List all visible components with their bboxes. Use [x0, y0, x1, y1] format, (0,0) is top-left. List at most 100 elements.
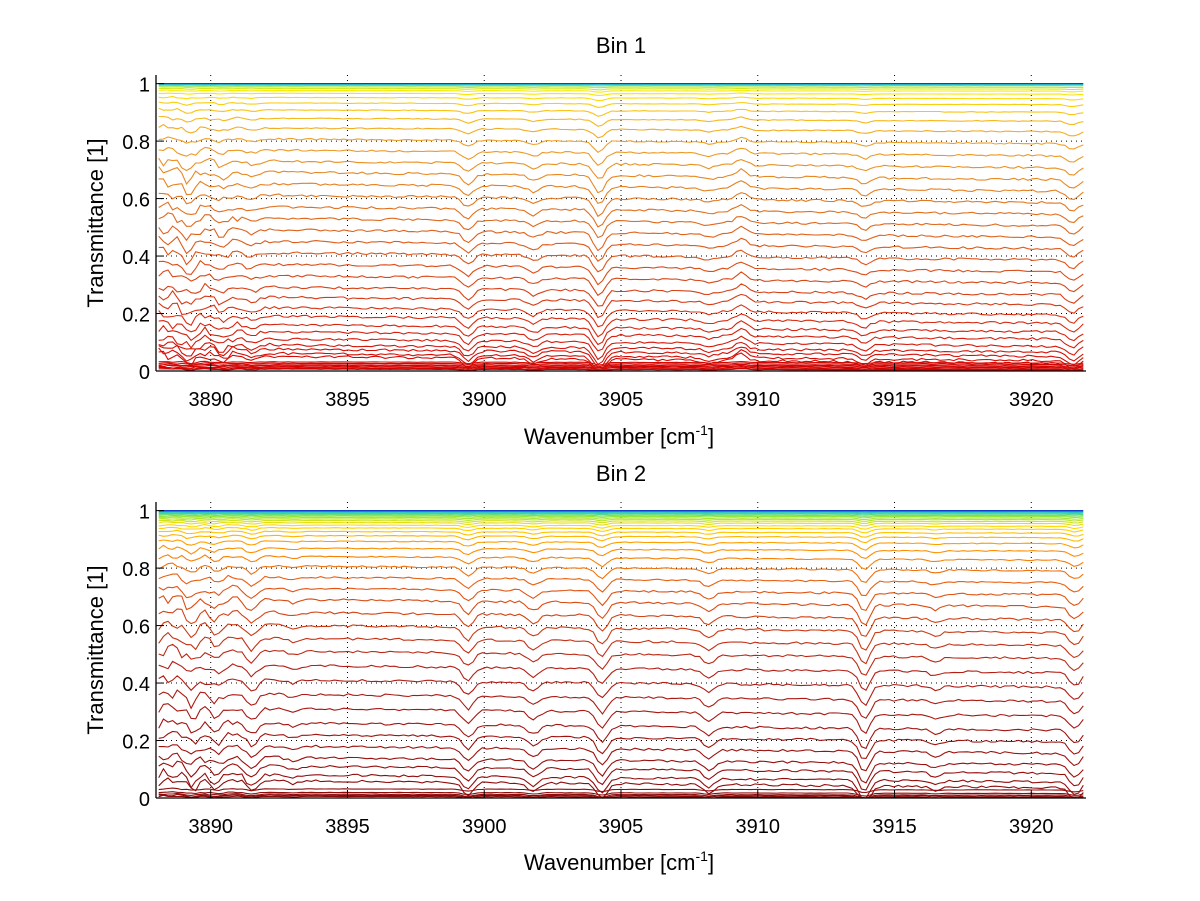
series-line	[158, 515, 1084, 519]
y-tick-label: 0	[139, 362, 150, 384]
y-axis-label: Transmittance [1]	[83, 138, 108, 307]
series-line	[158, 86, 1084, 89]
y-tick-labels: 0 0.2 0.4 0.6 0.8 1	[122, 502, 150, 811]
y-tick-label: 0.2	[122, 732, 150, 754]
x-axis-label: Wavenumber [cm-1]	[524, 848, 714, 875]
series-line	[158, 631, 1084, 665]
series-line	[158, 89, 1084, 93]
x-tick-label: 3900	[462, 389, 507, 411]
x-axis-label-text: Wavenumber [cm	[524, 850, 696, 875]
series-line	[158, 760, 1084, 791]
grid	[156, 502, 1086, 799]
series-line	[158, 87, 1084, 91]
series-line	[158, 523, 1084, 530]
series-line	[158, 519, 1084, 525]
x-tick-label: 3895	[325, 816, 370, 838]
series-line	[158, 107, 1084, 117]
plot-title: Bin 2	[596, 461, 646, 486]
series-line	[158, 516, 1084, 521]
x-tick-label: 3915	[872, 389, 917, 411]
x-tick-label: 3905	[599, 816, 644, 838]
series-line	[158, 115, 1084, 127]
series-line	[158, 360, 1084, 366]
series-line	[158, 554, 1084, 571]
series-line	[158, 562, 1084, 584]
series-lines	[158, 83, 1084, 372]
axes	[155, 75, 1086, 372]
x-tick-label: 3890	[188, 389, 233, 411]
series-line	[158, 675, 1084, 707]
x-axis-label-superscript: -1	[696, 422, 709, 438]
series-line	[158, 282, 1084, 307]
series-line	[158, 703, 1084, 735]
x-tick-label: 3895	[325, 389, 370, 411]
series-line	[158, 584, 1084, 612]
y-tick-labels: 0 0.2 0.4 0.6 0.8 1	[122, 75, 150, 384]
x-tick-label: 3905	[599, 389, 644, 411]
series-line	[158, 166, 1084, 194]
series-line	[158, 334, 1084, 361]
series-line	[158, 246, 1084, 273]
series-line	[158, 347, 1084, 372]
y-tick-label: 0	[139, 789, 150, 811]
x-tick-label: 3900	[462, 816, 507, 838]
series-line	[158, 123, 1084, 139]
x-tick-labels: 3890 3895 3900 3905 3910 3915 3920	[188, 816, 1053, 838]
series-line	[158, 320, 1084, 346]
series-line	[158, 660, 1084, 691]
series-line	[158, 777, 1084, 799]
y-tick-label: 1	[139, 75, 150, 97]
series-line	[158, 235, 1084, 262]
y-tick-label: 0.8	[122, 559, 150, 581]
series-line	[158, 744, 1084, 772]
series-line	[158, 212, 1084, 239]
series-line	[158, 192, 1084, 218]
series-line	[158, 608, 1084, 637]
x-tick-label: 3910	[736, 816, 781, 838]
series-line	[158, 787, 1084, 794]
y-tick-label: 0.4	[122, 674, 150, 696]
y-tick-label: 0.6	[122, 617, 150, 639]
series-line	[158, 595, 1084, 626]
series-line	[158, 324, 1084, 352]
series-line	[158, 689, 1084, 719]
series-line	[158, 539, 1084, 551]
series-lines	[158, 510, 1084, 799]
series-line	[158, 101, 1084, 108]
series-line	[158, 269, 1084, 297]
series-line	[158, 350, 1084, 372]
series-line	[158, 526, 1084, 534]
y-tick-label: 0.2	[122, 305, 150, 327]
series-line	[158, 157, 1084, 179]
series-line	[158, 84, 1084, 87]
series-line	[158, 95, 1084, 102]
x-tick-label: 3920	[1009, 389, 1054, 411]
series-line	[158, 92, 1084, 96]
series-line	[158, 752, 1084, 784]
x-tick-label: 3890	[188, 816, 233, 838]
axes	[155, 502, 1086, 799]
x-axis-label-end: ]	[708, 850, 714, 875]
x-tick-label: 3910	[736, 389, 781, 411]
series-line	[158, 730, 1084, 759]
series-line	[158, 718, 1084, 750]
series-line	[158, 344, 1084, 369]
series-line	[158, 289, 1084, 319]
y-tick-label: 1	[139, 502, 150, 524]
series-line	[158, 341, 1084, 366]
series-line	[158, 518, 1084, 522]
series-line	[158, 643, 1084, 676]
y-tick-label: 0.8	[122, 132, 150, 154]
y-tick-label: 0.6	[122, 190, 150, 212]
series-line	[158, 544, 1084, 559]
series-line	[158, 136, 1084, 153]
x-axis-label-text: Wavenumber [cm	[524, 424, 696, 449]
series-line	[158, 146, 1084, 166]
series-line	[158, 529, 1084, 538]
x-tick-labels: 3890 3895 3900 3905 3910 3915 3920	[188, 389, 1053, 411]
series-line	[158, 178, 1084, 205]
series-line	[158, 620, 1084, 651]
series-line	[158, 767, 1084, 799]
series-line	[158, 573, 1084, 597]
